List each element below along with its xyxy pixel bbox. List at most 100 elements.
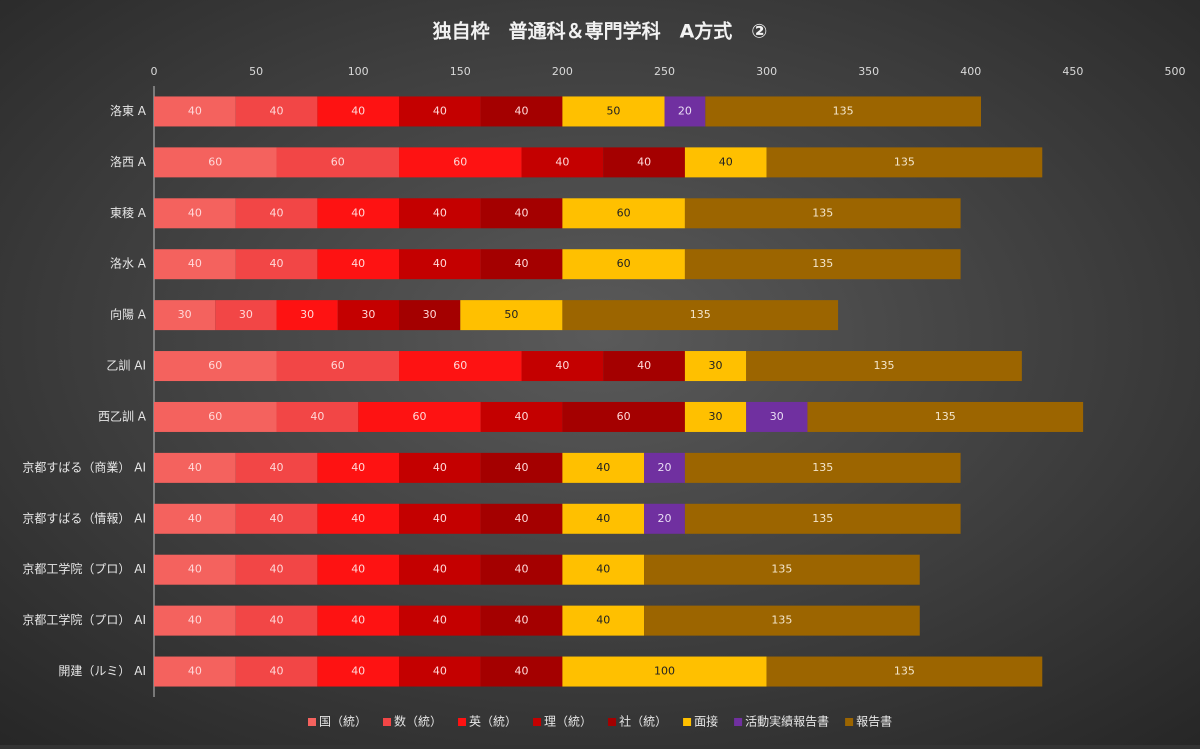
legend-label: 活動実績報告書 [745, 714, 829, 729]
bar-segment [480, 554, 563, 585]
x-tick-label: 450 [1062, 65, 1083, 78]
data-label: 40 [351, 104, 365, 117]
bar-segment [562, 198, 685, 229]
data-label: 135 [812, 257, 833, 270]
x-tick-label: 50 [249, 65, 263, 78]
data-label: 40 [433, 104, 447, 117]
data-label: 30 [709, 410, 723, 423]
bar-segment [746, 401, 808, 432]
data-label: 135 [894, 665, 915, 678]
x-tick-label: 150 [450, 65, 471, 78]
data-label: 135 [812, 206, 833, 219]
data-label: 30 [239, 308, 253, 321]
bar-segment [480, 249, 563, 280]
bar-segment [399, 249, 481, 280]
data-label: 40 [515, 665, 529, 678]
data-label: 40 [310, 410, 324, 423]
legend-swatch [845, 718, 854, 726]
x-tick-label: 300 [756, 65, 777, 78]
bar-segment [766, 147, 1043, 178]
data-label: 30 [709, 359, 723, 372]
bar-segment [521, 147, 604, 178]
bar-segment [399, 605, 481, 636]
data-label: 40 [188, 206, 202, 219]
data-label: 40 [270, 665, 284, 678]
bar-segment [807, 401, 1084, 432]
bar-segment [684, 452, 961, 483]
y-tick-label: 開建（ルミ） AI [58, 664, 146, 678]
y-tick-label: 向陽 A [110, 307, 147, 322]
y-tick-label: 京都すばる（情報） AI [22, 511, 146, 525]
data-label: 20 [658, 461, 672, 474]
data-label: 40 [596, 563, 610, 576]
data-label: 40 [515, 206, 529, 219]
data-label: 40 [270, 461, 284, 474]
bar-segment [480, 656, 563, 687]
data-label: 40 [433, 461, 447, 474]
data-label: 40 [637, 359, 651, 372]
data-label: 60 [453, 155, 467, 168]
bar-segment [235, 605, 318, 636]
bar-segment [480, 452, 563, 483]
data-label: 40 [596, 461, 610, 474]
bar-segment [562, 554, 645, 585]
bar-segment [562, 452, 645, 483]
data-label: 40 [433, 512, 447, 525]
bar-segment [399, 147, 522, 178]
legend-label: 理（統） [544, 715, 592, 729]
bar-segment [460, 300, 563, 331]
bar-segment [154, 198, 236, 229]
data-label: 40 [515, 104, 529, 117]
bar-segment [317, 554, 400, 585]
data-label: 40 [188, 512, 202, 525]
data-label: 100 [654, 665, 675, 678]
data-label: 60 [331, 155, 345, 168]
bar-segment [705, 96, 982, 127]
bar-segment [317, 503, 400, 534]
legend-swatch [308, 718, 316, 726]
x-tick-label: 350 [858, 65, 879, 78]
data-label: 60 [208, 359, 222, 372]
bar-segment [562, 605, 645, 636]
data-label: 40 [596, 512, 610, 525]
data-label: 135 [812, 461, 833, 474]
bar-segment [480, 401, 563, 432]
bar-segment [154, 300, 216, 331]
data-label: 30 [423, 308, 437, 321]
bar-segment [684, 351, 747, 382]
bar-segment [235, 96, 318, 127]
data-label: 40 [515, 512, 529, 525]
data-label: 135 [874, 359, 895, 372]
data-label: 40 [188, 563, 202, 576]
bar-segment [276, 351, 400, 382]
chart-title: 独自枠 普通科＆専門学科 A方式 ② [433, 20, 768, 43]
data-label: 40 [351, 257, 365, 270]
data-label: 135 [771, 614, 792, 627]
data-label: 40 [188, 614, 202, 627]
data-label: 40 [188, 461, 202, 474]
bar-segment [399, 96, 481, 127]
data-label: 40 [555, 155, 569, 168]
bar-segment [562, 249, 685, 280]
data-label: 60 [331, 359, 345, 372]
data-label: 40 [433, 257, 447, 270]
bar-segment [235, 503, 318, 534]
data-label: 60 [208, 155, 222, 168]
data-label: 135 [812, 512, 833, 525]
y-tick-label: 洛水 A [110, 256, 147, 271]
legend-swatch [608, 718, 617, 726]
bar-segment [154, 147, 277, 178]
y-tick-label: 洛東 A [110, 103, 147, 118]
bar-segment [562, 300, 839, 331]
bar-segment [154, 249, 236, 280]
x-tick-label: 400 [960, 65, 981, 78]
data-label: 40 [515, 410, 529, 423]
bar-segment [154, 401, 277, 432]
bar-segment [154, 554, 236, 585]
data-label: 30 [300, 308, 314, 321]
bar-segment [337, 300, 400, 331]
bar-segment [480, 96, 563, 127]
data-label: 40 [351, 206, 365, 219]
legend-label: 数（統） [394, 714, 442, 729]
